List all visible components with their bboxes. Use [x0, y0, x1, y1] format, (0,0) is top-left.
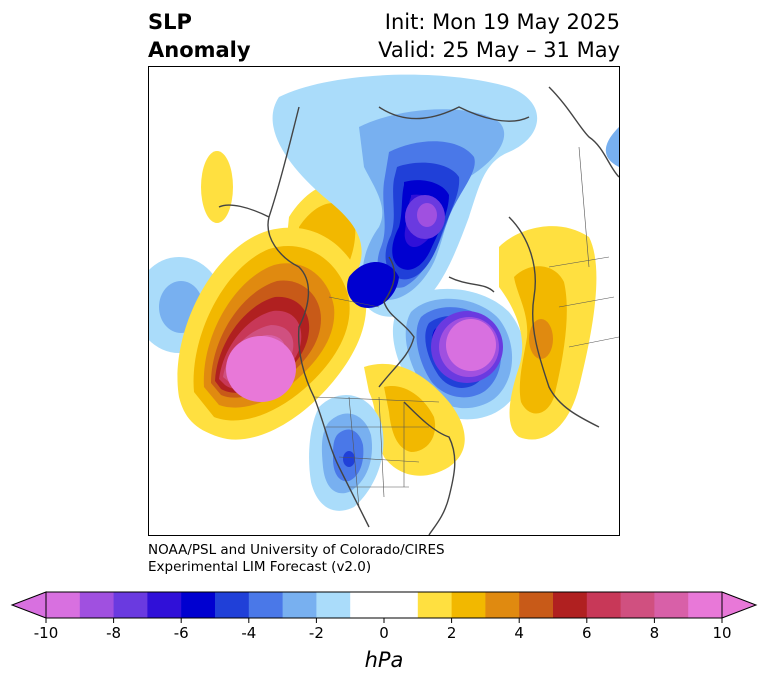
- political-borders: [313, 146, 619, 508]
- anomaly-north-atlantic-low: [392, 288, 526, 420]
- init-date: Init: Mon 19 May 2025: [384, 10, 620, 34]
- credit-text: NOAA/PSL and University of Colorado/CIRE…: [148, 542, 445, 576]
- credit-line-2: Experimental LIM Forecast (v2.0): [148, 559, 372, 575]
- valid-range: Valid: 25 May – 31 May: [378, 38, 620, 62]
- colorbar-cell: [519, 592, 554, 618]
- colorbar-cell: [688, 592, 723, 618]
- colorbar-tick-label: -2: [309, 624, 324, 642]
- colorbar-cell: [147, 592, 182, 618]
- colorbar-tick-label: 10: [712, 624, 731, 642]
- colorbar-cell: [451, 592, 486, 618]
- map-canvas: [149, 74, 619, 535]
- anomaly-northeast-pacific-high: [177, 227, 367, 440]
- colorbar-cell: [350, 592, 385, 618]
- map-dates: Init: Mon 19 May 2025 Valid: 25 May – 31…: [378, 8, 620, 64]
- coastlines: [218, 86, 619, 535]
- colorbar-cell: [248, 592, 284, 618]
- colorbar-ticks: -10 -8 -6 -4 -2 0 2 4 6 8 10: [34, 618, 732, 642]
- colorbar-extend-low: [10, 591, 47, 619]
- colorbar-tick-label: -8: [106, 624, 121, 642]
- anomaly-europe-high: [499, 127, 619, 440]
- anomaly-arctic-low: [272, 74, 538, 317]
- colorbar-cell: [620, 592, 655, 618]
- colorbar-tick-label: 4: [514, 624, 524, 642]
- colorbar-tick-label: -10: [34, 624, 59, 642]
- colorbar-cells: [10, 591, 758, 619]
- colorbar-cell: [181, 592, 216, 618]
- colorbar-extend-high: [721, 591, 758, 619]
- colorbar-units: hPa: [364, 648, 404, 672]
- credit-line-1: NOAA/PSL and University of Colorado/CIRE…: [148, 542, 445, 558]
- colorbar-cell: [46, 592, 81, 618]
- anomaly-east-us-high: [364, 363, 465, 476]
- map-title: SLP Anomaly: [148, 8, 251, 64]
- colorbar-tick-label: 0: [379, 624, 389, 642]
- colorbar-tick-label: -6: [174, 624, 189, 642]
- colorbar-cell: [553, 592, 588, 618]
- colorbar-cell: [417, 592, 453, 618]
- title-line-1: SLP: [148, 10, 192, 34]
- map-panel: [148, 66, 620, 536]
- colorbar: -10 -8 -6 -4 -2 0 2 4 6 8 10: [10, 591, 758, 642]
- colorbar-cell: [586, 592, 622, 618]
- anomaly-central-us-low: [309, 395, 384, 511]
- colorbar-cell: [79, 592, 115, 618]
- colorbar-cell: [282, 592, 317, 618]
- colorbar-cell: [654, 592, 689, 618]
- colorbar-tick-label: 8: [650, 624, 660, 642]
- colorbar-tick-label: 2: [447, 624, 457, 642]
- colorbar-cell: [215, 592, 250, 618]
- title-line-2: Anomaly: [148, 38, 251, 62]
- colorbar-tick-label: -4: [241, 624, 256, 642]
- colorbar-cell: [485, 592, 520, 618]
- anomaly-pacific-small-high: [201, 151, 233, 223]
- colorbar-tick-label: 6: [582, 624, 592, 642]
- colorbar-cell: [113, 592, 148, 618]
- colorbar-cell: [384, 592, 419, 618]
- colorbar-cell: [316, 592, 351, 618]
